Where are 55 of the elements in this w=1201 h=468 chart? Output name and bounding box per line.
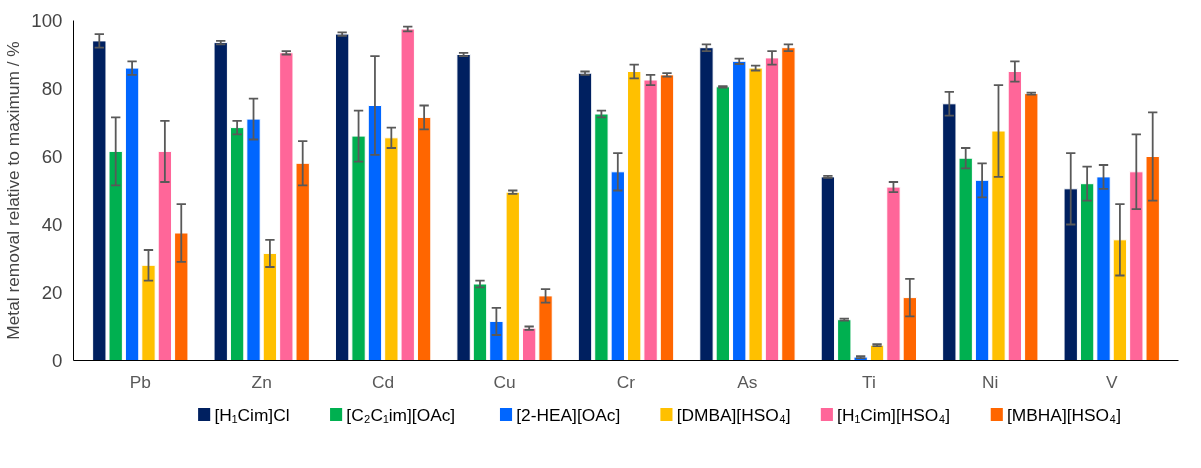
bar: [1112, 239, 1128, 361]
x-tick-label: Zn: [251, 371, 272, 392]
bar: [764, 57, 780, 361]
bar: [538, 295, 553, 361]
x-tick-label: Pb: [129, 371, 151, 392]
x-tick-label: Cd: [372, 371, 395, 392]
bar: [1079, 183, 1095, 361]
bar: [1024, 93, 1039, 361]
bar: [781, 47, 796, 361]
bar: [174, 232, 189, 361]
bar: [659, 74, 675, 361]
y-axis-title: Metal removal relative to maximum / %: [3, 41, 24, 340]
x-tick-label: Ti: [861, 371, 876, 392]
bar: [141, 264, 156, 361]
x-tick-label: Cr: [616, 371, 636, 392]
bar: [1096, 176, 1111, 361]
bar: [262, 252, 278, 361]
bar: [991, 130, 1006, 361]
bar: [715, 86, 731, 361]
bar: [367, 105, 383, 361]
y-tick-label: 100: [31, 10, 63, 31]
y-tick-label: 80: [41, 78, 63, 99]
bar: [577, 72, 593, 361]
bar: [334, 33, 350, 361]
legend-label: [H₁Cim][HSO₄]: [837, 404, 951, 425]
bar: [1063, 188, 1078, 361]
bar: [472, 283, 488, 361]
x-tick-label: Cu: [493, 371, 516, 392]
bar: [157, 150, 173, 361]
y-tick-label: 40: [41, 214, 63, 235]
bar: [456, 54, 471, 361]
x-tick-label: As: [737, 371, 758, 392]
legend-label: [MBHA][HSO₄]: [1007, 404, 1121, 425]
bar: [820, 176, 836, 361]
bar: [902, 297, 918, 361]
bar: [974, 179, 990, 361]
legend-label: [DMBA][HSO₄]: [676, 404, 791, 425]
bar: [699, 47, 714, 361]
legend-label: [2-HEA][OAc]: [516, 404, 621, 425]
bar: [351, 135, 366, 361]
bar: [229, 127, 245, 361]
bar: [886, 186, 901, 361]
x-tick-label: V: [1105, 371, 1118, 392]
legend-label: [C₂C₁im][OAc]: [346, 404, 456, 425]
bar: [521, 327, 537, 361]
bar: [246, 118, 261, 361]
x-tick-label: Ni: [982, 371, 999, 392]
y-tick-label: 60: [41, 146, 63, 167]
bar: [213, 42, 228, 361]
y-tick-label: 20: [41, 282, 63, 303]
legend-label: [H₁Cim]Cl: [214, 404, 290, 425]
bar: [1007, 71, 1023, 361]
bar: [416, 116, 432, 361]
y-tick-label: 0: [52, 350, 63, 371]
bar: [124, 67, 140, 361]
